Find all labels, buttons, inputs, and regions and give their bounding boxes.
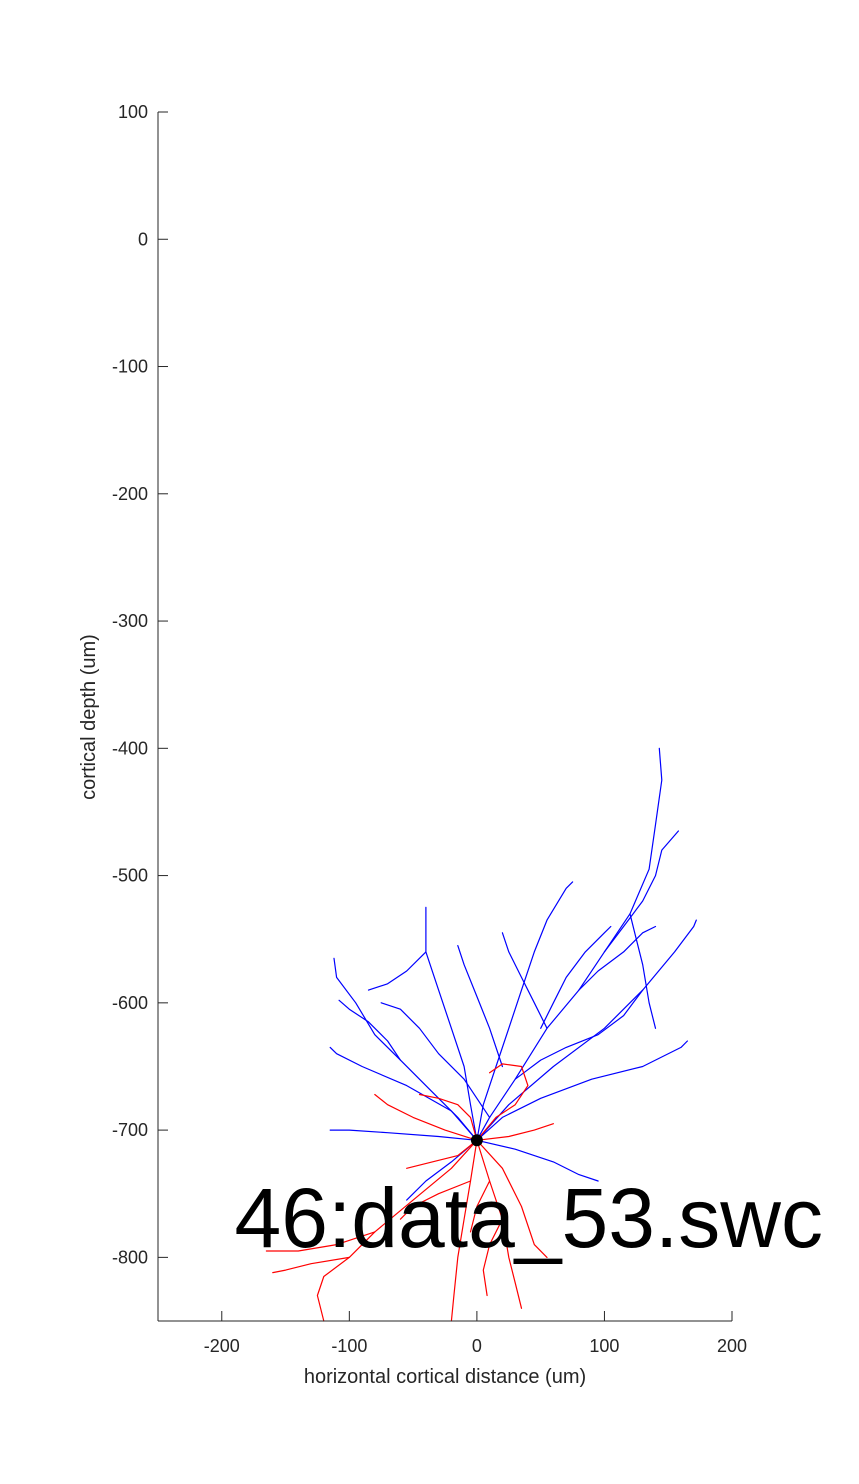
apical-branch: [457, 944, 503, 1068]
apical-branch: [329, 1129, 478, 1141]
y-ticks: 100 0 -100 -200 -300 -400 -500 -600 -700 -800: [112, 102, 168, 1267]
y-tick-label: -300: [112, 611, 148, 631]
soma-layer: [470, 1134, 483, 1147]
basal-branch: [406, 1139, 478, 1169]
apical-branch: [380, 1002, 491, 1119]
y-tick-label: -400: [112, 738, 148, 758]
y-tick-label: -200: [112, 484, 148, 504]
basal-branch: [374, 1093, 478, 1141]
soma-marker: [470, 1134, 483, 1147]
x-tick-label: -200: [204, 1336, 240, 1356]
basal-branch: [476, 1063, 529, 1141]
apical-branch: [476, 919, 697, 1141]
basal-branch: [399, 1180, 472, 1220]
neurite-branches: [265, 747, 697, 1322]
apical-branch: [629, 913, 657, 1029]
axes: -200 -100 0 100 200 100 0 -100 -200 -300 -400 -500…: [112, 102, 747, 1356]
apical-branch: [578, 925, 657, 991]
basal-branch: [476, 1123, 555, 1141]
basal-branch: [265, 1231, 376, 1252]
x-tick-label: 100: [589, 1336, 619, 1356]
y-tick-label: -600: [112, 993, 148, 1013]
apical-branch: [338, 999, 401, 1061]
basal-branch: [476, 1139, 523, 1309]
apical-branch: [367, 951, 427, 991]
basal-branch: [482, 1218, 503, 1297]
file-name-annotation: 46:data_53.swc: [235, 1171, 823, 1265]
apical-branch: [603, 830, 680, 953]
apical-branch: [501, 932, 548, 1029]
plot-area: [265, 747, 697, 1322]
y-tick-label: -500: [112, 866, 148, 886]
x-tick-label: 200: [717, 1336, 747, 1356]
apical-branch: [514, 989, 644, 1080]
x-ticks: -200 -100 0 100 200: [204, 1311, 747, 1356]
apical-branch: [476, 881, 574, 1141]
basal-branch: [316, 1139, 478, 1322]
y-tick-label: -100: [112, 357, 148, 377]
y-tick-label: 100: [118, 102, 148, 122]
y-axis-label: cortical depth (um): [78, 634, 100, 800]
basal-branch: [469, 1180, 491, 1233]
y-tick-label: -800: [112, 1247, 148, 1267]
x-tick-label: -100: [331, 1336, 367, 1356]
basal-branch: [272, 1256, 350, 1274]
x-tick-label: 0: [472, 1336, 482, 1356]
apical-branch: [476, 1040, 689, 1141]
basal-branch: [450, 1139, 478, 1322]
apical-branch: [476, 1139, 599, 1182]
basal-branch: [476, 1139, 548, 1259]
basal-branch: [418, 1093, 478, 1141]
apical-branch: [540, 925, 612, 1029]
y-tick-label: 0: [138, 229, 148, 249]
apical-branch: [329, 1046, 478, 1141]
x-axis-label: horizontal cortical distance (um): [304, 1366, 586, 1388]
y-tick-label: -700: [112, 1120, 148, 1140]
